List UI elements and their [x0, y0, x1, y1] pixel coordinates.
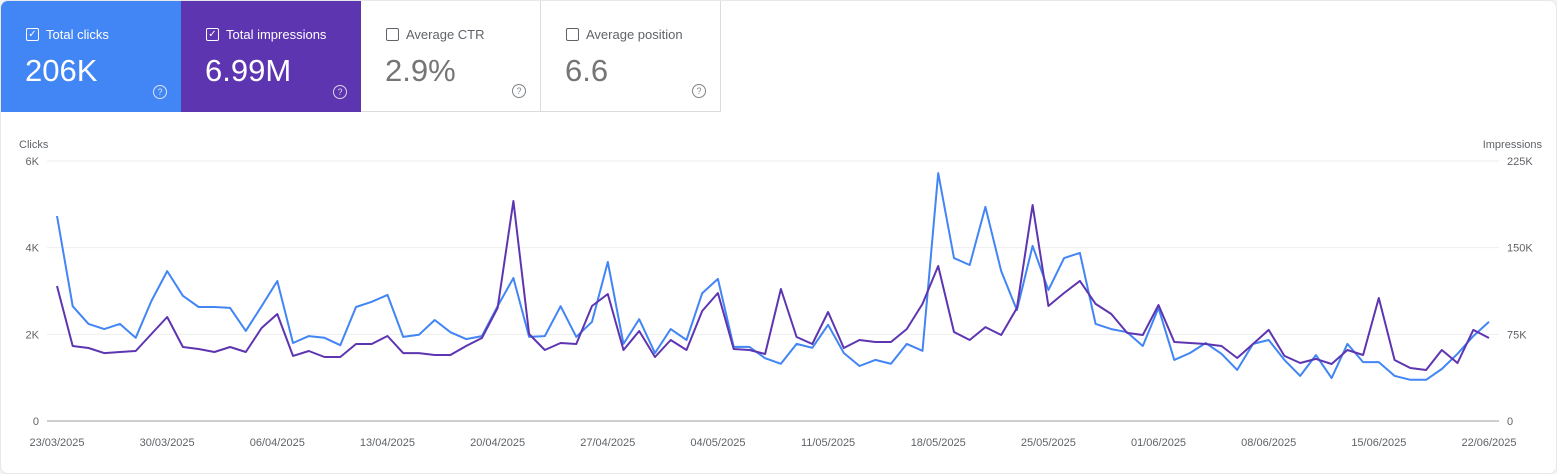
y-right-tick-label: 75K	[1507, 329, 1527, 341]
series-line-clicks	[56, 172, 1490, 381]
x-tick-label: 08/06/2025	[1241, 437, 1296, 449]
total-clicks-card[interactable]: ✓ Total clicks 206K ?	[1, 1, 181, 112]
x-tick-label: 04/05/2025	[690, 437, 745, 449]
card-value: 6.6	[565, 53, 609, 88]
y-left-axis-label: Clicks	[19, 139, 49, 151]
card-value: 2.9%	[385, 53, 456, 88]
card-label: Total impressions	[226, 27, 327, 42]
card-label: Total clicks	[46, 27, 109, 42]
x-tick-label: 06/04/2025	[250, 437, 305, 449]
average-position-card[interactable]: Average position 6.6 ?	[541, 1, 721, 112]
x-tick-label: 01/06/2025	[1131, 437, 1186, 449]
checkbox-checked-icon[interactable]: ✓	[206, 28, 219, 41]
x-tick-label: 20/04/2025	[470, 437, 525, 449]
metric-cards: ✓ Total clicks 206K ? ✓ Total impressions …	[1, 1, 721, 112]
y-right-tick-label: 225K	[1507, 156, 1533, 168]
total-impressions-card[interactable]: ✓ Total impressions 6.99M ?	[181, 1, 361, 112]
x-tick-label: 11/05/2025	[801, 437, 855, 449]
x-tick-label: 18/05/2025	[911, 437, 966, 449]
y-left-tick-label: 0	[33, 416, 39, 428]
x-tick-label: 23/03/2025	[29, 437, 84, 449]
series-line-impressions	[56, 200, 1490, 371]
card-label: Average position	[586, 27, 683, 42]
help-circle-icon[interactable]: ?	[692, 84, 706, 98]
help-circle-icon[interactable]: ?	[512, 84, 526, 98]
average-ctr-card[interactable]: Average CTR 2.9% ?	[361, 1, 541, 112]
y-left-tick-label: 2K	[26, 329, 40, 341]
checkbox-unchecked-icon[interactable]	[566, 28, 579, 41]
x-tick-label: 15/06/2025	[1351, 437, 1406, 449]
y-left-tick-label: 4K	[26, 243, 40, 255]
x-tick-label: 25/05/2025	[1021, 437, 1076, 449]
y-right-axis-label: Impressions	[1483, 139, 1543, 151]
y-right-tick-label: 0	[1507, 416, 1513, 428]
y-left-tick-label: 6K	[26, 156, 40, 168]
card-value: 6.99M	[205, 53, 292, 88]
checkbox-unchecked-icon[interactable]	[386, 28, 399, 41]
card-value: 206K	[25, 53, 98, 88]
help-circle-icon[interactable]: ?	[333, 85, 347, 99]
x-tick-label: 27/04/2025	[580, 437, 635, 449]
y-right-tick-label: 150K	[1507, 243, 1533, 255]
checkbox-checked-icon[interactable]: ✓	[26, 28, 39, 41]
x-tick-label: 30/03/2025	[140, 437, 195, 449]
x-tick-label: 22/06/2025	[1461, 437, 1516, 449]
help-circle-icon[interactable]: ?	[153, 85, 167, 99]
card-label: Average CTR	[406, 27, 485, 42]
x-tick-label: 13/04/2025	[360, 437, 415, 449]
